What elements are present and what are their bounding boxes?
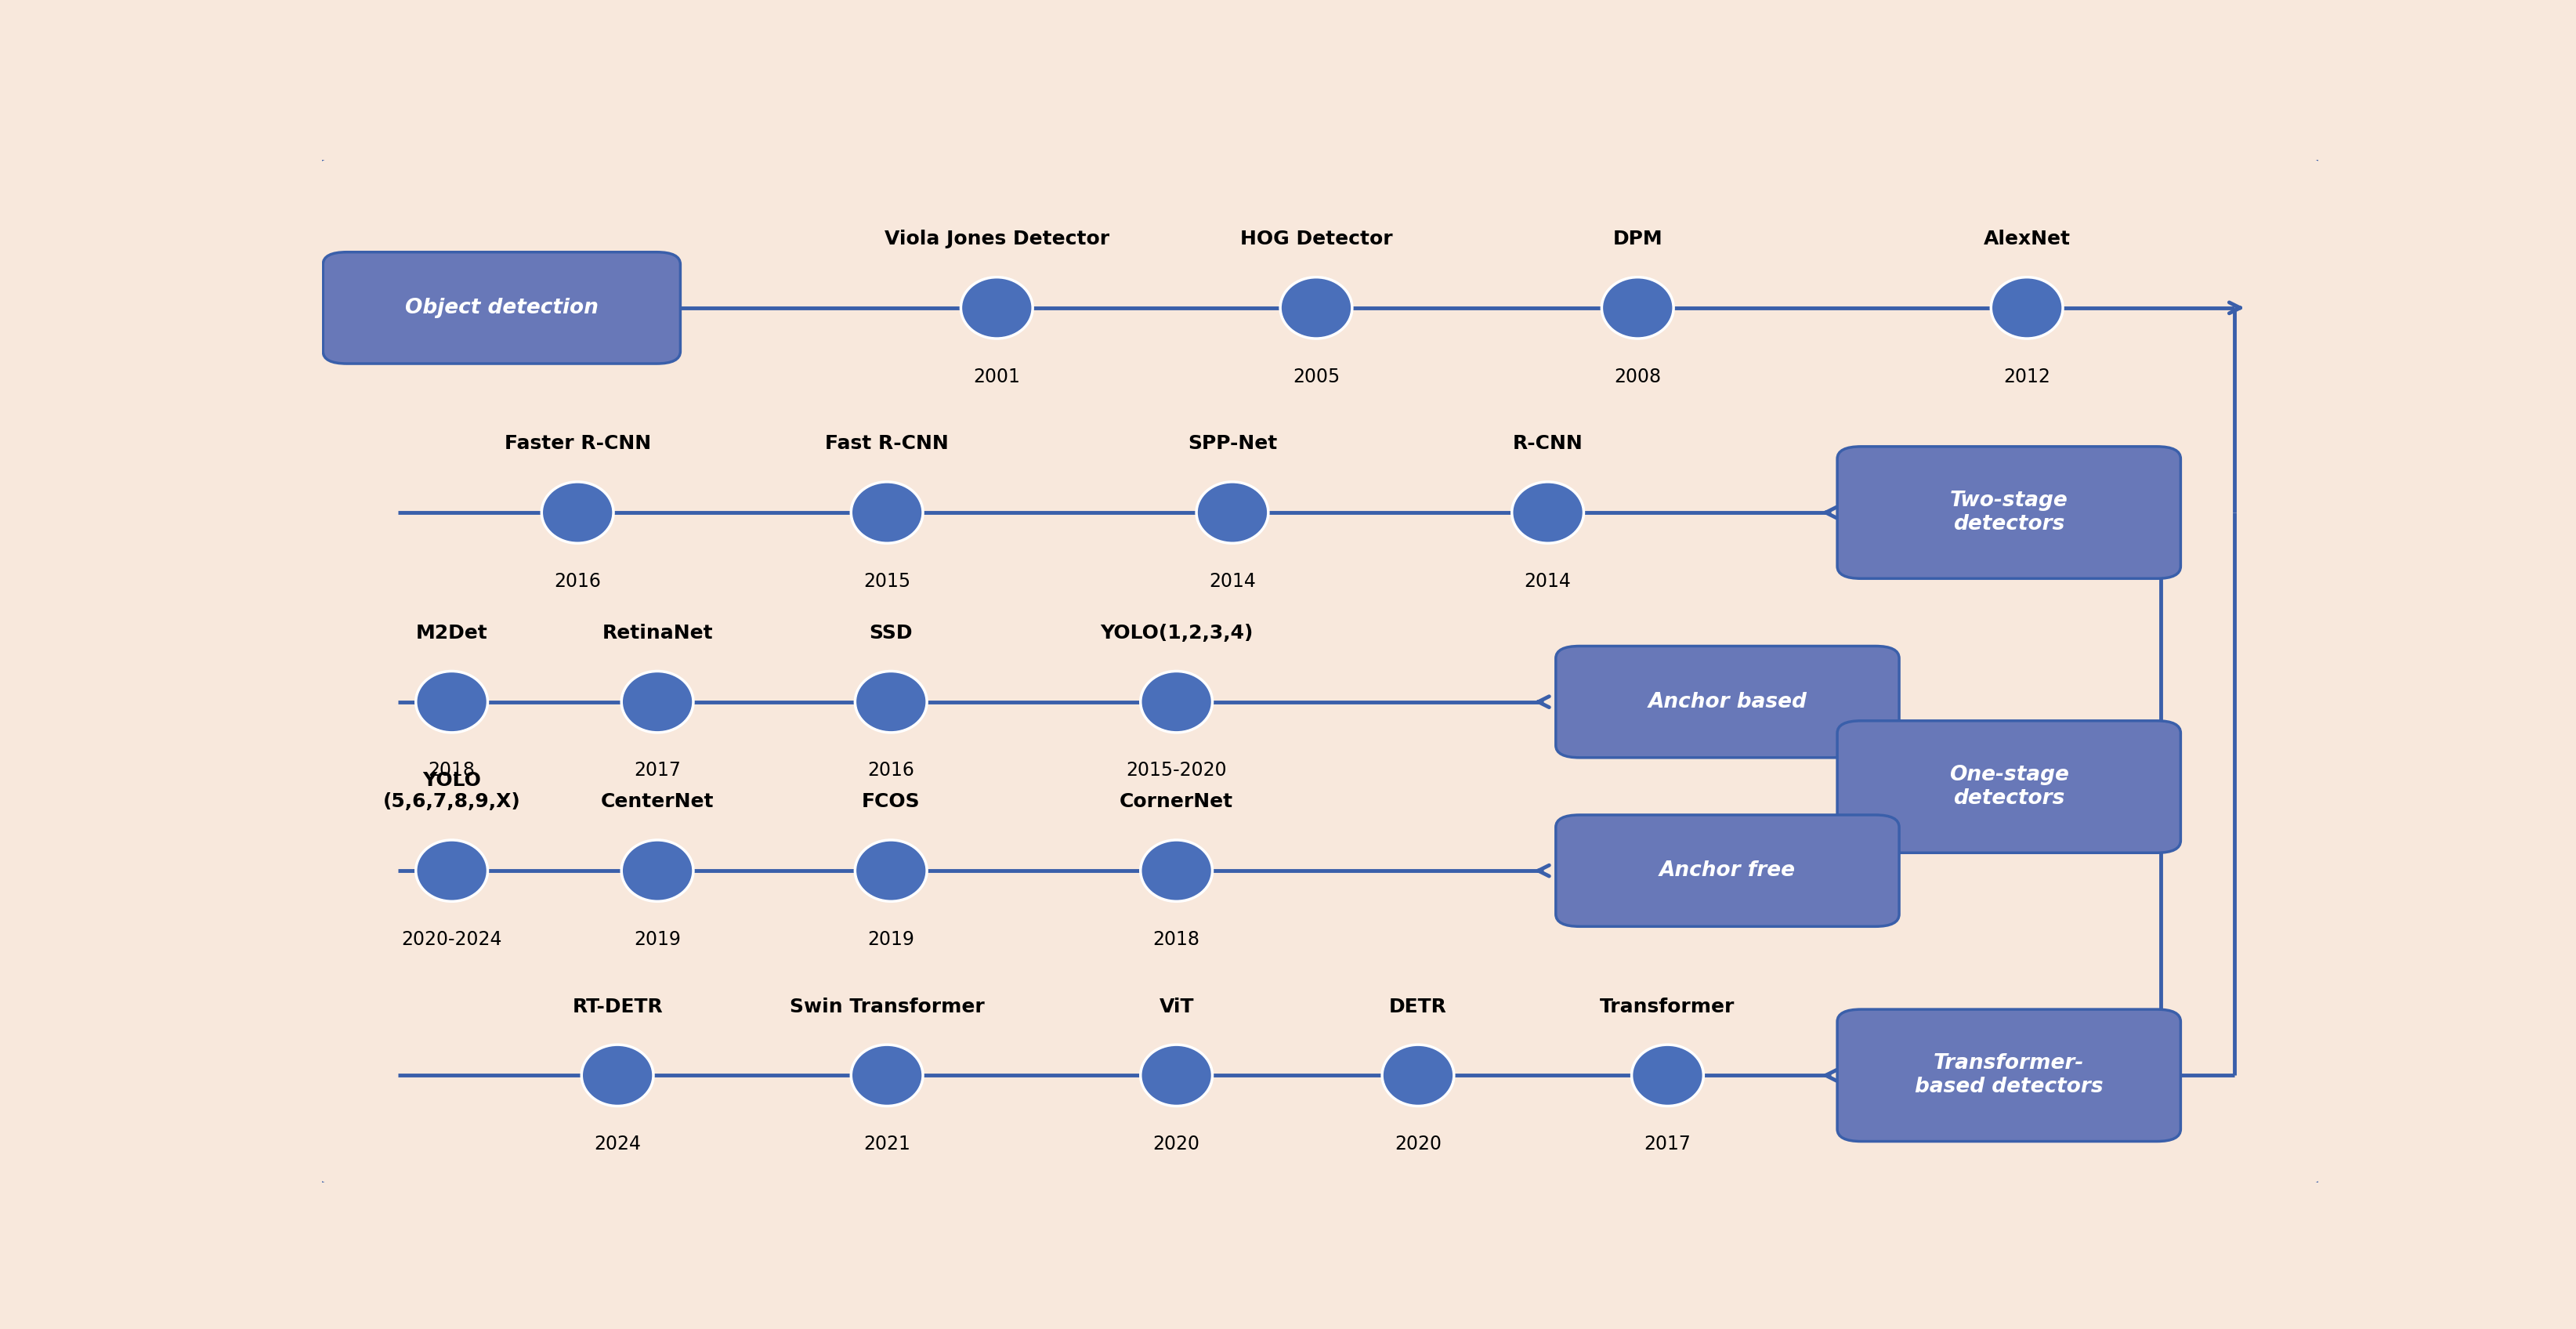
Text: DPM: DPM: [1613, 230, 1662, 249]
Ellipse shape: [1512, 482, 1584, 544]
Text: 2020: 2020: [1394, 1135, 1443, 1154]
Text: Viola Jones Detector: Viola Jones Detector: [884, 230, 1110, 249]
Ellipse shape: [1141, 840, 1213, 901]
Text: 2015: 2015: [863, 571, 909, 590]
Text: 2024: 2024: [595, 1135, 641, 1154]
Text: 2005: 2005: [1293, 367, 1340, 385]
Text: RT-DETR: RT-DETR: [572, 997, 662, 1015]
Text: 2018: 2018: [428, 762, 474, 780]
Ellipse shape: [582, 1045, 654, 1106]
Ellipse shape: [1991, 278, 2063, 339]
Text: M2Det: M2Det: [415, 623, 487, 642]
Text: 2019: 2019: [868, 930, 914, 949]
Ellipse shape: [1383, 1045, 1453, 1106]
Text: 2014: 2014: [1208, 571, 1257, 590]
Ellipse shape: [415, 840, 487, 901]
Text: Anchor based: Anchor based: [1649, 691, 1806, 712]
Text: ViT: ViT: [1159, 997, 1193, 1015]
Text: 2019: 2019: [634, 930, 680, 949]
Text: SPP-Net: SPP-Net: [1188, 435, 1278, 453]
Ellipse shape: [621, 840, 693, 901]
Text: 2014: 2014: [1525, 571, 1571, 590]
Text: DETR: DETR: [1388, 997, 1448, 1015]
Text: CornerNet: CornerNet: [1121, 792, 1234, 811]
Text: Transformer-
based detectors: Transformer- based detectors: [1914, 1054, 2102, 1098]
Text: One-stage
detectors: One-stage detectors: [1950, 766, 2069, 809]
Ellipse shape: [961, 278, 1033, 339]
Text: 2020-2024: 2020-2024: [402, 930, 502, 949]
Ellipse shape: [1141, 1045, 1213, 1106]
Text: 2017: 2017: [1643, 1135, 1690, 1154]
Text: Two-stage
detectors: Two-stage detectors: [1950, 490, 2069, 534]
Text: 2020: 2020: [1154, 1135, 1200, 1154]
Text: HOG Detector: HOG Detector: [1239, 230, 1394, 249]
Ellipse shape: [1141, 671, 1213, 732]
Ellipse shape: [1195, 482, 1267, 544]
Text: YOLO(1,2,3,4): YOLO(1,2,3,4): [1100, 623, 1252, 642]
FancyBboxPatch shape: [1837, 1009, 2182, 1142]
Text: RetinaNet: RetinaNet: [603, 623, 714, 642]
Text: Transformer: Transformer: [1600, 997, 1736, 1015]
Text: FCOS: FCOS: [863, 792, 920, 811]
Ellipse shape: [855, 671, 927, 732]
Ellipse shape: [1631, 1045, 1703, 1106]
Text: 2021: 2021: [863, 1135, 909, 1154]
Text: 2012: 2012: [2004, 367, 2050, 385]
Text: YOLO
(5,6,7,8,9,X): YOLO (5,6,7,8,9,X): [384, 771, 520, 811]
Text: 2018: 2018: [1154, 930, 1200, 949]
Text: Swin Transformer: Swin Transformer: [788, 997, 984, 1015]
Ellipse shape: [1280, 278, 1352, 339]
Ellipse shape: [850, 1045, 922, 1106]
Text: Anchor free: Anchor free: [1659, 860, 1795, 881]
Text: Faster R-CNN: Faster R-CNN: [505, 435, 652, 453]
Text: R-CNN: R-CNN: [1512, 435, 1582, 453]
FancyBboxPatch shape: [1556, 815, 1899, 926]
FancyBboxPatch shape: [1837, 720, 2182, 853]
Text: 2015-2020: 2015-2020: [1126, 762, 1226, 780]
Ellipse shape: [621, 671, 693, 732]
Text: AlexNet: AlexNet: [1984, 230, 2071, 249]
FancyBboxPatch shape: [1837, 447, 2182, 578]
FancyBboxPatch shape: [309, 153, 2331, 1189]
Text: 2001: 2001: [974, 367, 1020, 385]
Text: 2008: 2008: [1615, 367, 1662, 385]
Ellipse shape: [541, 482, 613, 544]
Text: CenterNet: CenterNet: [600, 792, 714, 811]
Text: 2016: 2016: [554, 571, 600, 590]
Ellipse shape: [415, 671, 487, 732]
Ellipse shape: [850, 482, 922, 544]
Text: 2017: 2017: [634, 762, 680, 780]
Text: Fast R-CNN: Fast R-CNN: [824, 435, 948, 453]
Text: SSD: SSD: [868, 623, 912, 642]
Text: 2016: 2016: [868, 762, 914, 780]
FancyBboxPatch shape: [322, 253, 680, 364]
Ellipse shape: [855, 840, 927, 901]
FancyBboxPatch shape: [1556, 646, 1899, 758]
Text: Object detection: Object detection: [404, 298, 598, 318]
Ellipse shape: [1602, 278, 1674, 339]
